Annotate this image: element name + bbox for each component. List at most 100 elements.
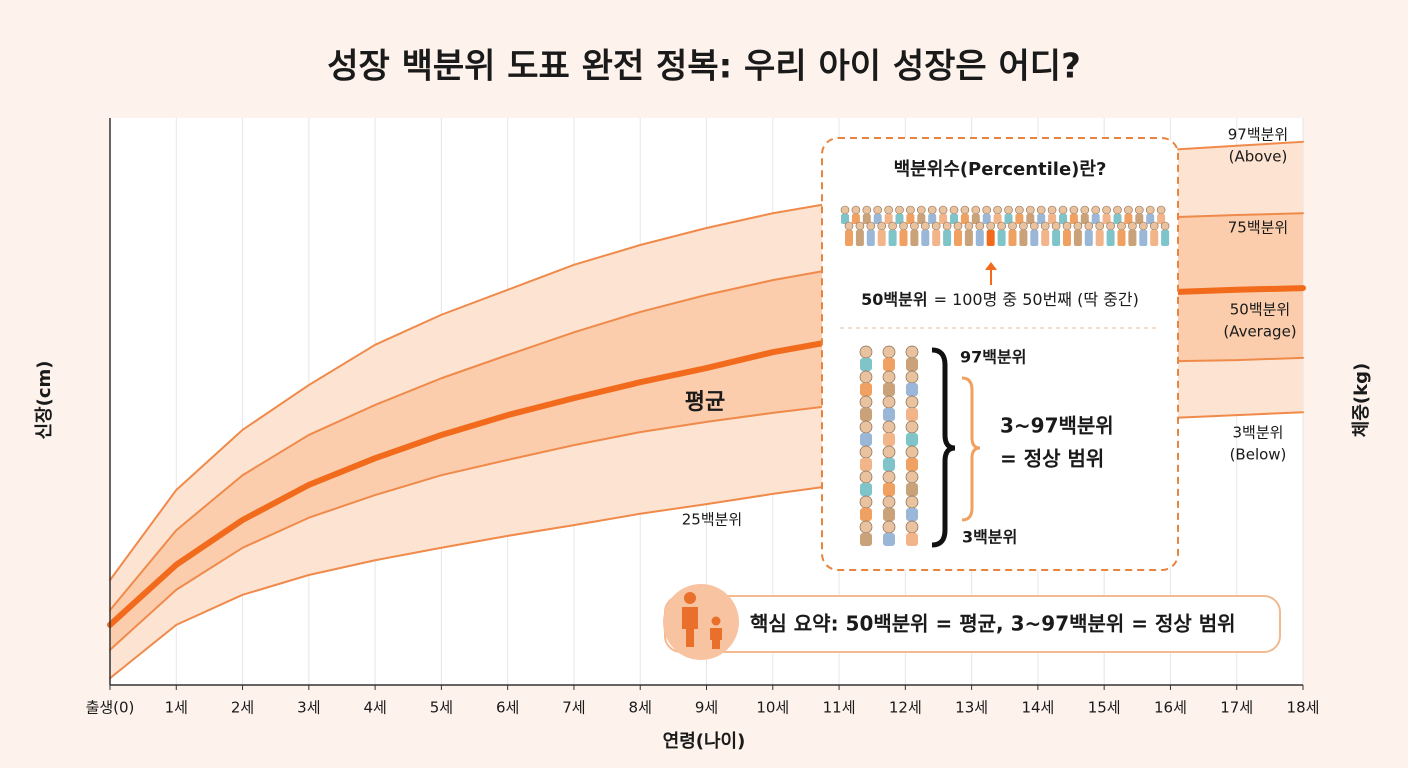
person-body	[1084, 230, 1093, 246]
info-top-label: 97백분위	[960, 348, 1026, 367]
person-head	[916, 205, 926, 215]
x-tick-label: 17세	[1220, 699, 1253, 717]
person-body	[1073, 230, 1082, 246]
person-head	[859, 445, 873, 459]
person-head	[859, 420, 873, 434]
x-tick-label: 9세	[695, 699, 718, 717]
person-body	[1161, 230, 1170, 246]
summary-text: 핵심 요약: 50백분위 = 평균, 3~97백분위 = 정상 범위	[750, 612, 1236, 636]
person-head	[1004, 205, 1013, 215]
person-head	[905, 470, 919, 484]
person-body	[1117, 230, 1126, 246]
person-body	[1004, 214, 1013, 224]
person-body	[851, 214, 860, 224]
series-label: 75백분위	[1228, 219, 1289, 237]
person-head	[1117, 221, 1126, 231]
person-head	[1095, 221, 1104, 231]
person-body	[873, 214, 882, 224]
person-head	[1058, 205, 1068, 215]
x-tick-label: 8세	[629, 699, 652, 717]
person-body	[1150, 230, 1159, 246]
person-head	[895, 205, 904, 215]
person-body	[860, 508, 872, 521]
person-head	[1062, 221, 1072, 231]
person-body	[860, 433, 872, 446]
person-head	[1091, 205, 1100, 215]
person-body	[950, 214, 958, 224]
x-tick-label: 5세	[430, 699, 453, 717]
person-body	[1080, 214, 1089, 224]
person-body	[860, 408, 872, 421]
icon-head	[684, 592, 696, 604]
person-head	[964, 221, 974, 231]
line-label: 25백분위	[682, 511, 743, 529]
person-head	[882, 495, 896, 509]
person-body	[855, 230, 864, 246]
person-body	[917, 214, 926, 224]
person-body	[884, 214, 893, 224]
x-tick-label: 2세	[231, 699, 254, 717]
person-head	[949, 205, 959, 215]
person-body	[899, 230, 908, 246]
person-body	[877, 230, 886, 246]
person-head	[1051, 221, 1061, 231]
person-head	[1030, 221, 1039, 231]
series-label: 50백분위	[1230, 301, 1291, 319]
person-body	[895, 214, 904, 224]
person-body	[960, 214, 969, 224]
x-tick-label: 출생(0)	[86, 699, 135, 717]
info-bottom-label: 3백분위	[962, 528, 1017, 547]
person-head	[1106, 221, 1115, 231]
person-head	[1015, 205, 1024, 215]
caption-bold: 50백분위	[861, 290, 927, 309]
person-head	[859, 520, 873, 534]
info-title: 백분위수(Percentile)란?	[894, 159, 1107, 180]
person-head	[1124, 205, 1133, 215]
person-head	[931, 221, 941, 231]
person-body	[866, 230, 875, 246]
person-body	[860, 533, 872, 546]
person-body	[883, 433, 895, 446]
arrow-head	[985, 262, 997, 270]
person-body	[1128, 230, 1137, 246]
person-head	[859, 345, 873, 359]
person-body	[1030, 230, 1039, 246]
person-head	[882, 445, 896, 459]
x-tick-label: 12세	[889, 699, 922, 717]
person-head	[882, 470, 896, 484]
person-head	[1160, 221, 1170, 231]
person-body	[1157, 214, 1166, 224]
person-head	[1156, 205, 1166, 215]
person-head	[905, 520, 919, 534]
person-head	[888, 221, 897, 231]
info-caption: 50백분위 = 100명 중 50번째 (딱 중간)	[861, 290, 1139, 309]
person-body	[888, 230, 897, 246]
person-body	[997, 230, 1006, 246]
person-body	[883, 458, 895, 471]
person-body	[862, 214, 871, 224]
person-body	[1124, 214, 1133, 224]
person-head	[882, 520, 896, 534]
person-head	[905, 420, 919, 434]
brace	[931, 347, 956, 548]
person-head	[899, 221, 908, 231]
series-note: (Average)	[1223, 323, 1296, 341]
person-head	[1069, 205, 1079, 215]
icon-child	[710, 628, 722, 649]
person-head	[953, 221, 963, 231]
person-head	[855, 221, 865, 231]
info-range-label: = 정상 범위	[1000, 447, 1104, 471]
x-tick-label: 13세	[955, 699, 988, 717]
person-body	[1015, 214, 1024, 224]
brace-small	[961, 376, 981, 522]
person-head	[997, 221, 1006, 231]
person-body	[954, 230, 962, 246]
person-head	[1047, 205, 1057, 215]
person-head	[905, 495, 919, 509]
person-body	[928, 214, 937, 224]
person-body	[975, 230, 984, 246]
person-body	[943, 230, 952, 246]
person-body	[883, 483, 895, 496]
series-label: 97백분위	[1228, 126, 1289, 144]
person-body	[1059, 214, 1067, 224]
